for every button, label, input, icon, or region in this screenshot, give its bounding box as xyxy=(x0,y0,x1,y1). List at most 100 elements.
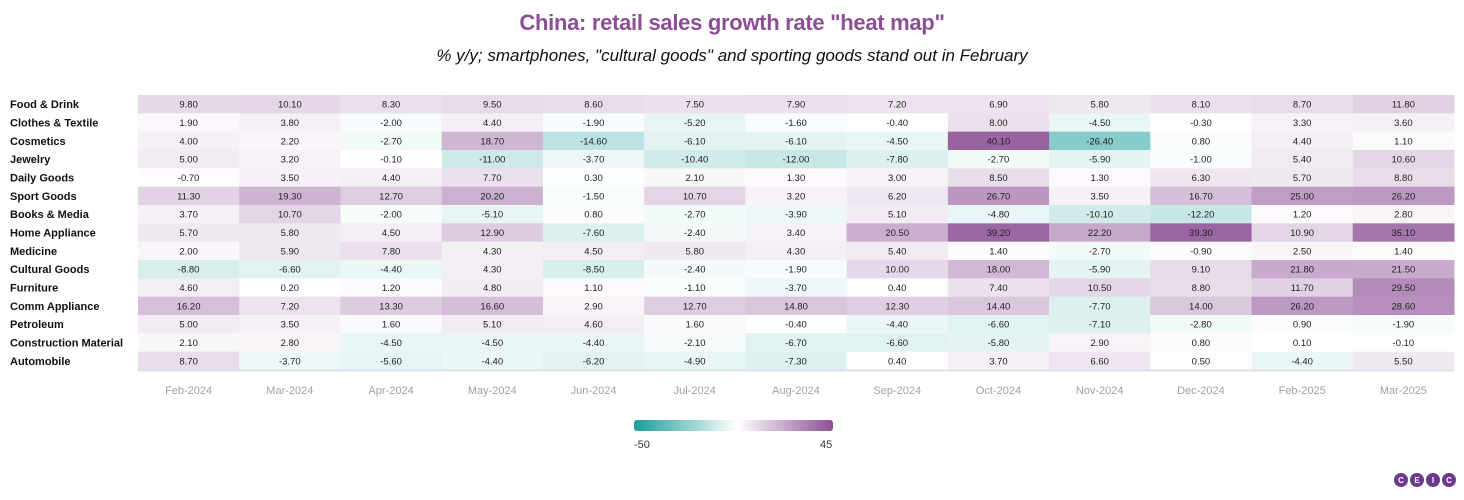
heatmap-cell xyxy=(1049,113,1151,133)
cell-value-label: 0.50 xyxy=(1192,356,1211,367)
cell-value-label: 1.40 xyxy=(1394,246,1413,257)
cell-value-label: -0.90 xyxy=(1190,246,1212,257)
cell-value-label: -3.70 xyxy=(785,283,807,294)
heatmap-cell xyxy=(542,95,645,114)
cell-value-label: 2.50 xyxy=(1293,246,1312,257)
cell-value-label: 39.30 xyxy=(1189,228,1213,239)
heatmap-cell xyxy=(1150,278,1253,298)
heatmap-cell xyxy=(340,278,443,298)
cell-value-label: 18.70 xyxy=(480,136,504,147)
x-tick-label: Dec-2024 xyxy=(1177,385,1225,397)
heatmap-cell xyxy=(1150,260,1253,279)
heatmap-cell xyxy=(644,186,746,206)
row-label: Food & Drink xyxy=(10,99,80,111)
heatmap-cell xyxy=(340,241,443,261)
x-tick-label: Sep-2024 xyxy=(873,385,921,397)
cell-value-label: 3.00 xyxy=(888,173,907,184)
cell-value-label: 8.70 xyxy=(1293,100,1312,111)
heatmap-cell xyxy=(1049,168,1151,188)
cell-value-label: 11.80 xyxy=(1392,100,1415,111)
cell-value-label: 1.30 xyxy=(1090,173,1109,184)
cell-value-label: 3.20 xyxy=(787,191,806,202)
cell-value-label: 8.70 xyxy=(179,356,198,367)
heatmap-cell xyxy=(745,315,848,334)
heatmap-cell xyxy=(1150,150,1253,169)
heatmap-cell xyxy=(846,223,949,243)
cell-value-label: 5.70 xyxy=(1293,173,1312,184)
heatmap-cell xyxy=(239,296,341,316)
heatmap-cell xyxy=(846,278,949,298)
heatmap-cell xyxy=(1352,315,1455,334)
cell-value-label: 0.30 xyxy=(584,173,603,184)
row-label: Automobile xyxy=(10,356,71,368)
cell-value-label: -6.20 xyxy=(583,356,605,367)
heatmap-cell xyxy=(947,296,1050,316)
cell-value-label: -5.90 xyxy=(1089,265,1111,276)
cell-value-label: -4.50 xyxy=(1089,118,1111,129)
heatmap-cell xyxy=(947,333,1050,353)
heatmap-cell xyxy=(1251,241,1354,261)
heatmap-cell xyxy=(846,131,949,151)
heatmap-cell xyxy=(1150,131,1253,151)
heatmap-cell xyxy=(441,186,544,206)
heatmap-cell xyxy=(947,278,1050,298)
heatmap-cell xyxy=(441,260,544,279)
cell-value-label: -14.60 xyxy=(580,136,607,147)
cell-value-label: 2.10 xyxy=(179,338,198,349)
heatmap-cell xyxy=(239,186,341,206)
heatmap-cell xyxy=(138,241,240,261)
cell-value-label: -12.00 xyxy=(783,155,810,166)
heatmap-cell xyxy=(1352,223,1455,243)
cell-value-label: 8.30 xyxy=(382,100,401,111)
heatmap-cell xyxy=(138,278,240,298)
heatmap-cell xyxy=(340,95,443,114)
x-tick-label: Aug-2024 xyxy=(772,385,820,397)
cell-value-label: 0.10 xyxy=(1293,338,1312,349)
heatmap-cell xyxy=(239,333,341,353)
cell-value-label: 16.20 xyxy=(177,301,201,312)
cell-value-label: 26.20 xyxy=(1391,191,1415,202)
heatmap-cell xyxy=(239,223,341,243)
heatmap-cell xyxy=(239,150,341,169)
cell-value-label: 25.00 xyxy=(1290,191,1314,202)
cell-value-label: 0.40 xyxy=(888,356,907,367)
heatmap-cell xyxy=(542,113,645,133)
heatmap-cell xyxy=(1049,278,1151,298)
row-label: Books & Media xyxy=(10,209,90,221)
cell-value-label: 3.60 xyxy=(1394,118,1413,129)
heatmap-cell xyxy=(1251,95,1354,114)
cell-value-label: 6.60 xyxy=(1090,356,1109,367)
heatmap-cell xyxy=(745,150,848,169)
heatmap-cell xyxy=(1049,186,1151,206)
cell-value-label: -4.90 xyxy=(684,356,706,367)
cell-value-label: 5.80 xyxy=(686,246,705,257)
heatmap-cell xyxy=(138,223,240,243)
cell-value-label: 5.70 xyxy=(179,228,198,239)
cell-value-label: 1.10 xyxy=(1394,136,1413,147)
cell-value-label: -2.40 xyxy=(684,228,706,239)
cell-value-label: -2.00 xyxy=(380,118,402,129)
cell-value-label: -6.70 xyxy=(785,338,807,349)
heatmap-cell xyxy=(1352,168,1455,188)
heatmap-cell xyxy=(441,333,544,353)
cell-value-label: 6.30 xyxy=(1192,173,1211,184)
heatmap-cell xyxy=(239,315,341,334)
cell-value-label: 3.50 xyxy=(1090,191,1109,202)
cell-value-label: 4.40 xyxy=(483,118,502,129)
heatmap-cell xyxy=(340,260,443,279)
cell-value-label: 12.70 xyxy=(379,191,403,202)
cell-value-label: 7.20 xyxy=(281,301,300,312)
cell-value-label: -4.40 xyxy=(1291,356,1313,367)
cell-value-label: 0.40 xyxy=(888,283,907,294)
cell-value-label: -2.10 xyxy=(684,338,706,349)
cell-value-label: 1.40 xyxy=(989,246,1008,257)
heatmap-cell xyxy=(1049,315,1151,334)
cell-value-label: 35.10 xyxy=(1391,228,1415,239)
heatmap-cell xyxy=(1150,223,1253,243)
heatmap-cell xyxy=(340,351,443,371)
heatmap-cell xyxy=(947,241,1050,261)
heatmap-cell xyxy=(340,150,443,169)
heatmap-cell xyxy=(138,260,240,279)
heatmap-cell xyxy=(542,333,645,353)
heatmap-cell xyxy=(138,351,240,371)
